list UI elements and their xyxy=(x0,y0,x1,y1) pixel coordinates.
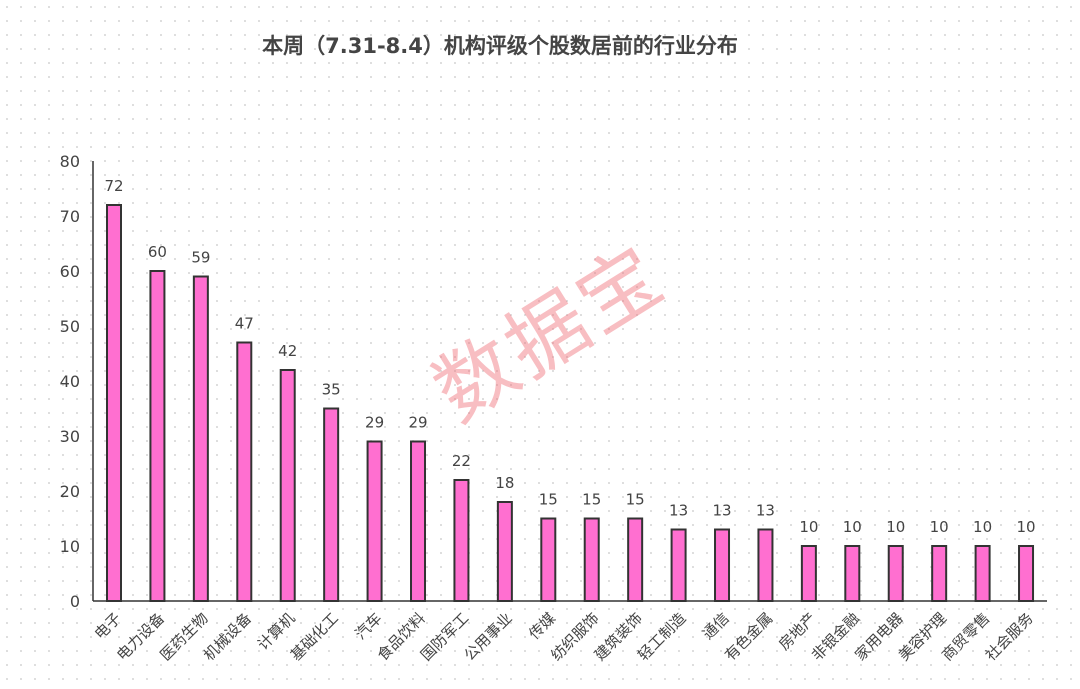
x-tick-label: 机械设备 xyxy=(200,609,255,664)
data-label: 59 xyxy=(191,249,210,267)
data-label: 47 xyxy=(235,315,254,333)
y-tick-label: 40 xyxy=(60,372,80,391)
y-tick-label: 30 xyxy=(60,427,80,446)
bar xyxy=(323,407,340,602)
x-tick-label: 通信 xyxy=(699,609,733,643)
bar xyxy=(410,440,427,602)
bar xyxy=(757,528,774,602)
data-label: 29 xyxy=(365,414,384,432)
x-tick-label: 轻工制造 xyxy=(634,609,689,664)
bar xyxy=(496,501,513,602)
data-label: 10 xyxy=(930,518,949,536)
bar xyxy=(236,341,253,602)
x-tick-label: 基础化工 xyxy=(287,609,342,664)
data-label: 10 xyxy=(799,518,818,536)
data-label: 15 xyxy=(539,491,558,509)
bar xyxy=(931,545,948,602)
data-label: 15 xyxy=(626,491,645,509)
data-label: 10 xyxy=(1016,518,1035,536)
data-label: 15 xyxy=(582,491,601,509)
bar xyxy=(192,275,209,602)
bar xyxy=(714,528,731,602)
data-label: 35 xyxy=(322,381,341,399)
y-tick-label: 10 xyxy=(60,537,80,556)
bar xyxy=(366,440,383,602)
data-label: 72 xyxy=(104,177,123,195)
y-tick-label: 0 xyxy=(70,592,80,611)
x-tick-label: 传媒 xyxy=(525,609,559,643)
y-tick-label: 60 xyxy=(60,262,80,281)
bar xyxy=(627,517,644,602)
bar xyxy=(1018,545,1035,602)
data-label: 42 xyxy=(278,342,297,360)
data-label: 10 xyxy=(843,518,862,536)
bar xyxy=(670,528,687,602)
bar xyxy=(887,545,904,602)
bar xyxy=(149,270,166,602)
bar xyxy=(540,517,557,602)
bar xyxy=(844,545,861,602)
x-tick-label: 电子 xyxy=(91,609,125,643)
bar xyxy=(800,545,817,602)
chart-title: 本周（7.31-8.4）机构评级个股数居前的行业分布 xyxy=(262,34,738,58)
y-tick-label: 20 xyxy=(60,482,80,501)
bar xyxy=(583,517,600,602)
x-tick-label: 有色金属 xyxy=(721,609,776,664)
data-label: 60 xyxy=(148,243,167,261)
data-label: 29 xyxy=(408,414,427,432)
bar xyxy=(106,204,122,602)
data-label: 18 xyxy=(495,474,514,492)
x-tick-label: 汽车 xyxy=(351,609,385,643)
data-label: 13 xyxy=(712,502,731,520)
data-label: 10 xyxy=(886,518,905,536)
y-tick-label: 50 xyxy=(60,317,80,336)
x-tick-label: 社会服务 xyxy=(982,609,1037,664)
bar xyxy=(974,545,991,602)
data-label: 10 xyxy=(973,518,992,536)
data-label: 13 xyxy=(756,502,775,520)
data-label: 13 xyxy=(669,502,688,520)
bar xyxy=(453,479,470,602)
y-tick-label: 70 xyxy=(60,207,80,226)
x-tick-label: 公用事业 xyxy=(461,609,516,664)
data-label: 22 xyxy=(452,452,471,470)
bar xyxy=(279,369,296,602)
y-tick-label: 80 xyxy=(60,152,80,171)
